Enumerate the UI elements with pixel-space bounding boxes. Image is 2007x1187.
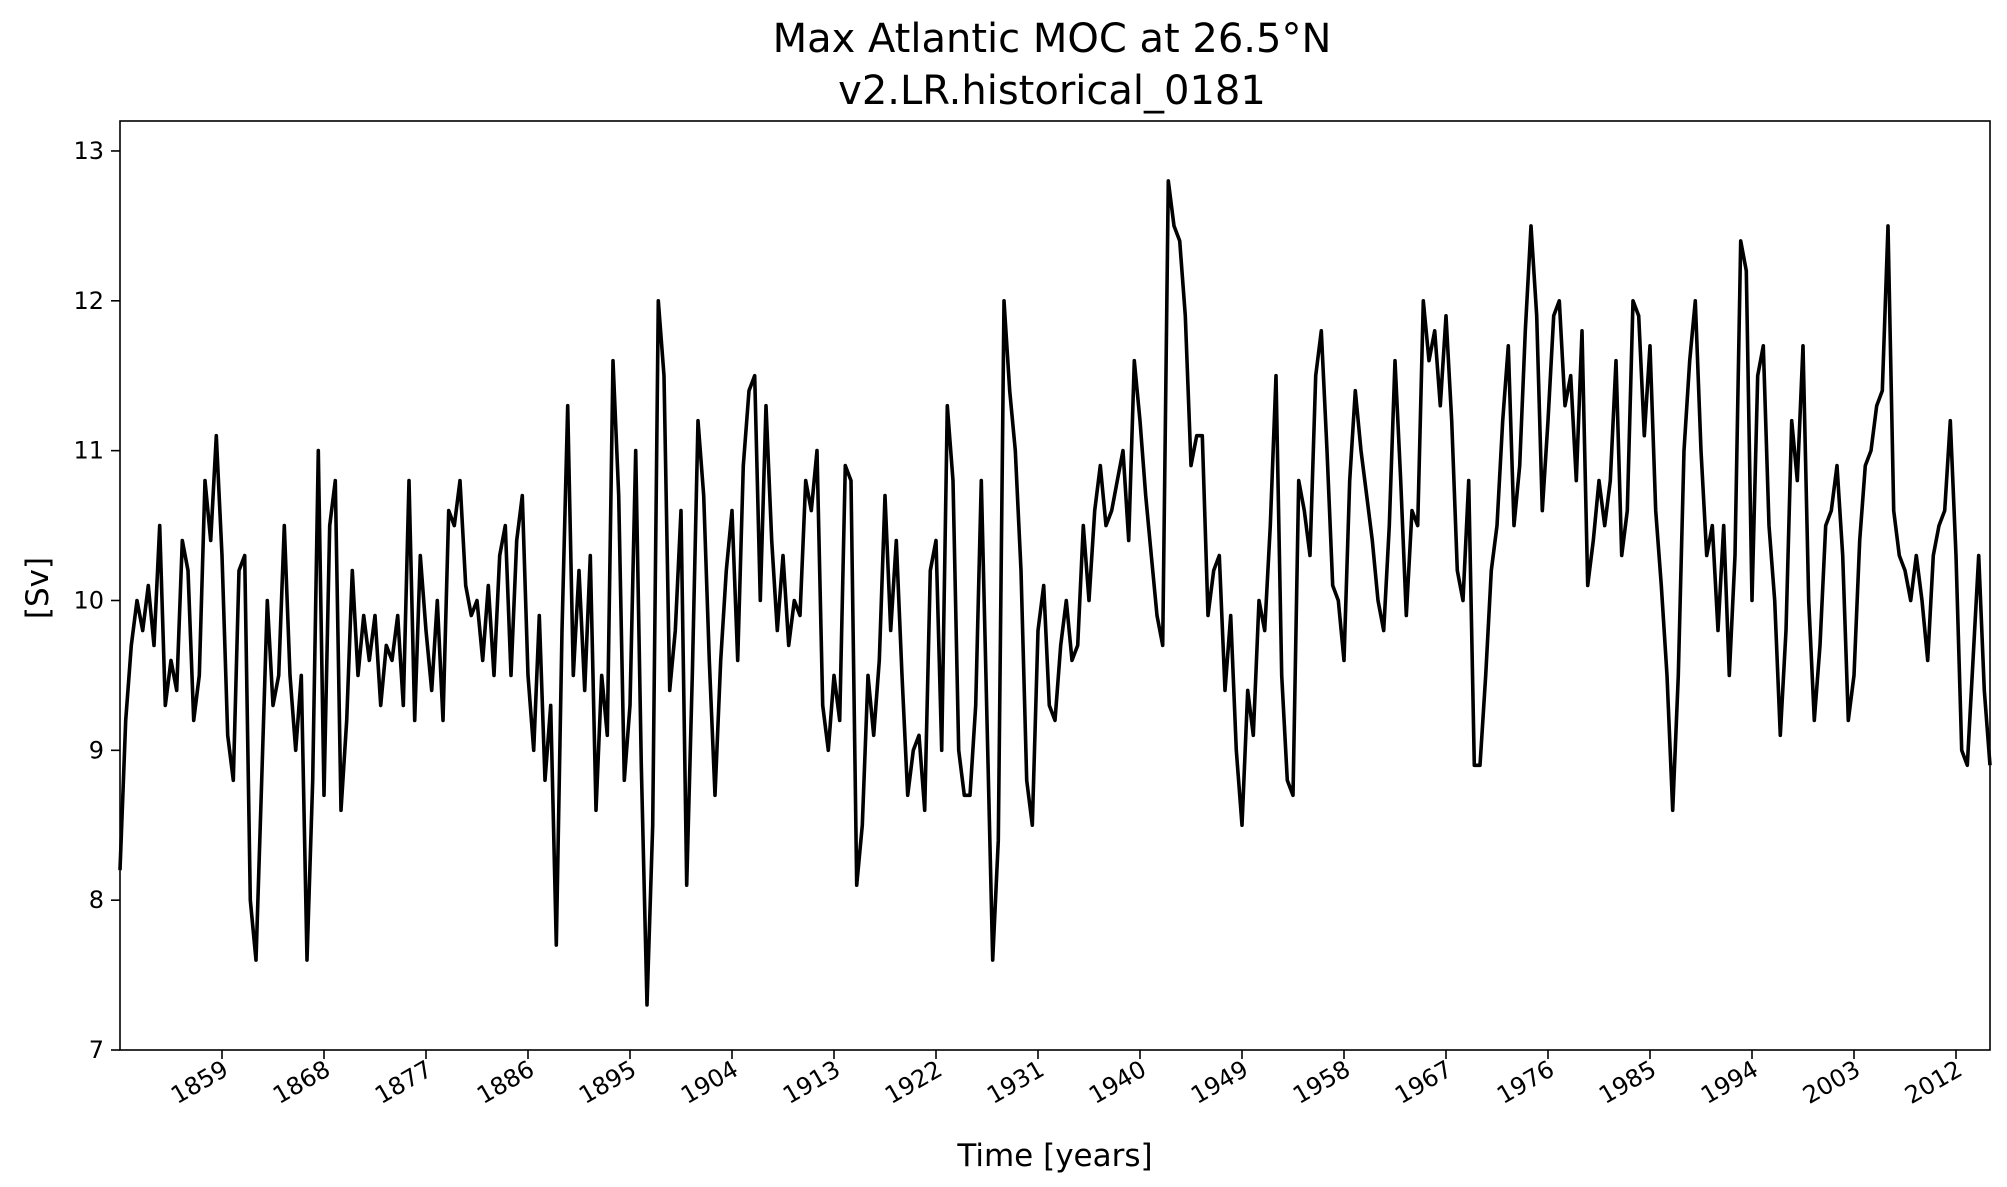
y-tick-label: 8 <box>89 886 104 914</box>
plot-frame <box>119 120 1991 1051</box>
y-tick-label: 12 <box>73 287 104 315</box>
y-tick-label: 10 <box>73 586 104 614</box>
y-tick-label: 7 <box>89 1036 104 1064</box>
y-tick-label: 13 <box>73 137 104 165</box>
moc-series-line <box>118 179 1992 1007</box>
y-axis-label: [Sv] <box>20 557 56 619</box>
y-tick-label: 9 <box>89 736 104 764</box>
y-axis-ticks: 7 8 9 10 11 12 13 <box>73 137 120 1064</box>
chart-subtitle: v2.LR.historical_0181 <box>838 68 1266 114</box>
y-tick-label: 11 <box>73 437 104 465</box>
x-axis-label: Time [years] <box>956 1138 1152 1174</box>
chart-title: Max Atlantic MOC at 26.5°N <box>773 16 1332 62</box>
